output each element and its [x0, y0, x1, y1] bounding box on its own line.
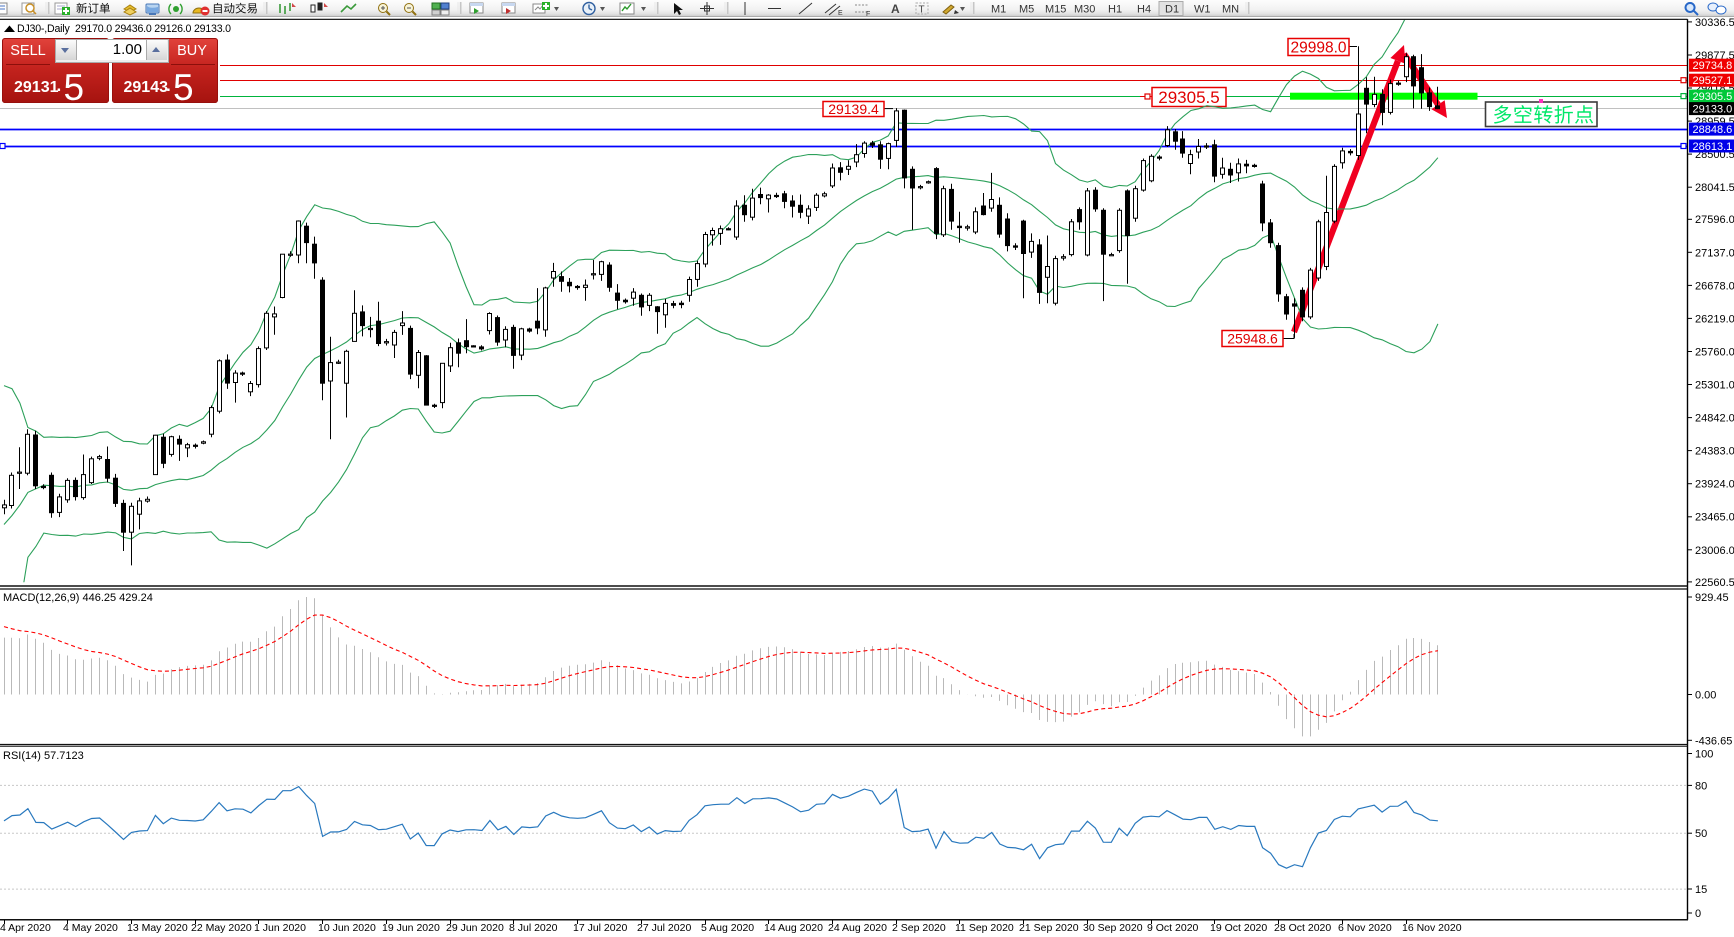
svg-text:13 May 2020: 13 May 2020: [127, 922, 188, 934]
svg-text:15: 15: [1695, 884, 1707, 896]
svg-text:F: F: [866, 11, 870, 18]
svg-text:H1: H1: [1108, 4, 1122, 16]
svg-text:50: 50: [1695, 828, 1707, 840]
svg-text:29998.0: 29998.0: [1290, 40, 1346, 57]
svg-text:DJ30-,Daily 29170.0 29436.0 2: DJ30-,Daily 29170.0 29436.0 29126.0 2913…: [17, 23, 231, 35]
svg-text:29 Jun 2020: 29 Jun 2020: [446, 922, 504, 934]
svg-text:4 Apr 2020: 4 Apr 2020: [0, 922, 51, 934]
svg-text:E: E: [838, 10, 843, 17]
svg-text:0: 0: [1695, 908, 1701, 920]
svg-text:2 Sep 2020: 2 Sep 2020: [892, 922, 946, 934]
svg-text:MACD(12,26,9) 446.25 429.24: MACD(12,26,9) 446.25 429.24: [3, 592, 153, 604]
svg-text:23465.0: 23465.0: [1695, 512, 1734, 524]
svg-text:28 Oct 2020: 28 Oct 2020: [1274, 922, 1331, 934]
svg-text:26219.0: 26219.0: [1695, 313, 1734, 325]
svg-text:24383.0: 24383.0: [1695, 446, 1734, 458]
svg-text:-436.65: -436.65: [1695, 735, 1732, 747]
svg-text:M15: M15: [1045, 4, 1066, 16]
svg-text:26678.0: 26678.0: [1695, 280, 1734, 292]
svg-text:19 Jun 2020: 19 Jun 2020: [382, 922, 440, 934]
svg-text:H4: H4: [1137, 4, 1151, 16]
svg-text:D1: D1: [1165, 4, 1179, 16]
svg-text:25301.0: 25301.0: [1695, 380, 1734, 392]
svg-text:9 Oct 2020: 9 Oct 2020: [1147, 922, 1199, 934]
svg-text:4 May 2020: 4 May 2020: [63, 922, 118, 934]
svg-text:29734.8: 29734.8: [1693, 60, 1733, 72]
svg-text:25760.0: 25760.0: [1695, 346, 1734, 358]
svg-text:T: T: [919, 5, 925, 16]
svg-text:30336.5: 30336.5: [1695, 17, 1734, 29]
svg-text:16 Nov 2020: 16 Nov 2020: [1402, 922, 1462, 934]
svg-text:M1: M1: [991, 4, 1006, 16]
svg-text:RSI(14) 57.7123: RSI(14) 57.7123: [3, 750, 84, 762]
svg-text:25948.6: 25948.6: [1227, 331, 1278, 347]
svg-text:8 Jul 2020: 8 Jul 2020: [509, 922, 558, 934]
svg-text:22 May 2020: 22 May 2020: [191, 922, 252, 934]
svg-text:29133.0: 29133.0: [1693, 104, 1733, 116]
svg-text:27137.0: 27137.0: [1695, 247, 1734, 259]
svg-text:24 Aug 2020: 24 Aug 2020: [828, 922, 887, 934]
svg-text:29305.5: 29305.5: [1693, 91, 1733, 103]
svg-text:29527.1: 29527.1: [1693, 75, 1733, 87]
svg-text:100: 100: [1695, 749, 1713, 761]
svg-text:M5: M5: [1019, 4, 1034, 16]
svg-text:M30: M30: [1074, 4, 1095, 16]
svg-text:14 Aug 2020: 14 Aug 2020: [764, 922, 823, 934]
svg-text:21 Sep 2020: 21 Sep 2020: [1019, 922, 1079, 934]
svg-text:80: 80: [1695, 780, 1707, 792]
svg-text:27596.0: 27596.0: [1695, 214, 1734, 226]
svg-text:10 Jun 2020: 10 Jun 2020: [318, 922, 376, 934]
svg-text:0.00: 0.00: [1695, 690, 1716, 702]
svg-text:28848.6: 28848.6: [1693, 124, 1733, 136]
svg-text:5 Aug 2020: 5 Aug 2020: [701, 922, 754, 934]
svg-text:17 Jul 2020: 17 Jul 2020: [573, 922, 627, 934]
svg-text:A: A: [891, 2, 900, 16]
svg-text:22560.5: 22560.5: [1695, 577, 1734, 589]
svg-text:929.45: 929.45: [1695, 592, 1729, 604]
svg-text:1 Jun 2020: 1 Jun 2020: [254, 922, 306, 934]
svg-text:W1: W1: [1194, 4, 1211, 16]
svg-text:6 Nov 2020: 6 Nov 2020: [1338, 922, 1392, 934]
svg-text:28613.1: 28613.1: [1693, 141, 1733, 153]
svg-text:24842.0: 24842.0: [1695, 413, 1734, 425]
svg-text:29305.5: 29305.5: [1158, 88, 1219, 107]
svg-text:23924.0: 23924.0: [1695, 479, 1734, 491]
svg-text:23006.0: 23006.0: [1695, 545, 1734, 557]
svg-text:30 Sep 2020: 30 Sep 2020: [1083, 922, 1143, 934]
svg-text:29139.4: 29139.4: [828, 101, 879, 117]
svg-text:28041.5: 28041.5: [1695, 182, 1734, 194]
svg-text:11 Sep 2020: 11 Sep 2020: [955, 922, 1014, 934]
svg-text:19 Oct 2020: 19 Oct 2020: [1210, 922, 1267, 934]
svg-text:MN: MN: [1222, 4, 1239, 16]
svg-text:27 Jul 2020: 27 Jul 2020: [637, 922, 691, 934]
